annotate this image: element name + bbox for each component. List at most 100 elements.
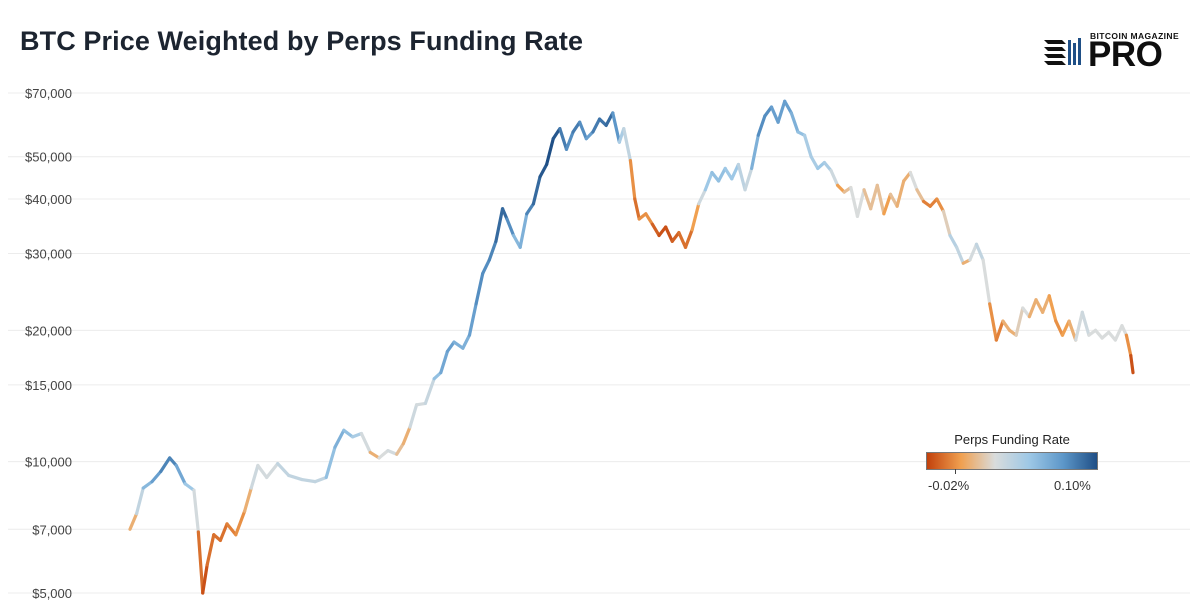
price-segment — [988, 302, 998, 342]
price-segment — [150, 469, 163, 484]
price-segment — [677, 231, 688, 249]
price-segment — [243, 486, 253, 513]
price-segment — [201, 563, 209, 595]
y-tick-label: $70,000 — [25, 86, 72, 101]
price-segment — [564, 130, 575, 151]
price-segment — [395, 442, 405, 456]
y-axis-labels: $5,000 $7,000 $10,000 $15,000 $20,000 $30,000… — [25, 86, 72, 600]
price-segment — [183, 482, 196, 492]
legend-color-bar — [926, 452, 1098, 470]
price-segment — [763, 105, 774, 118]
y-tick-label: $7,000 — [32, 522, 72, 537]
price-segment — [730, 162, 741, 181]
price-segment — [558, 127, 569, 151]
price-segment — [225, 522, 238, 537]
price-segment — [895, 179, 906, 208]
price-segment — [481, 258, 491, 276]
price-segment — [908, 170, 919, 192]
legend-max-label: 0.10% — [1054, 478, 1091, 493]
price-segment — [1027, 298, 1038, 319]
price-segment — [1120, 324, 1128, 337]
price-segment — [538, 162, 549, 179]
price-line — [128, 99, 1135, 595]
price-segment — [955, 245, 965, 265]
price-segment — [578, 120, 588, 141]
price-segment — [300, 477, 317, 484]
price-segment — [168, 456, 178, 468]
price-segment — [862, 188, 873, 211]
price-segment — [265, 461, 280, 480]
price-segment — [855, 188, 866, 218]
price-segment — [1067, 319, 1078, 342]
price-segment — [324, 445, 337, 480]
price-segment — [750, 133, 760, 171]
price-segment — [622, 127, 632, 163]
price-segment — [467, 302, 478, 337]
price-segment — [359, 431, 372, 455]
price-segment — [935, 197, 946, 213]
price-segment — [974, 242, 985, 262]
price-segment — [159, 456, 172, 473]
price-segment — [789, 111, 800, 134]
price-segment — [915, 188, 926, 204]
price-segment — [1014, 306, 1025, 337]
price-segment — [875, 183, 886, 216]
y-tick-label: $40,000 — [25, 192, 72, 207]
price-segment — [628, 158, 637, 201]
price-segment — [333, 428, 346, 449]
price-segment — [141, 480, 154, 490]
price-segment — [452, 340, 465, 350]
price-segment — [1093, 328, 1104, 340]
chart-title: BTC Price Weighted by Perps Funding Rate — [20, 26, 584, 56]
price-segment — [941, 209, 952, 238]
price-segment — [423, 377, 436, 406]
y-tick-label: $20,000 — [25, 323, 72, 338]
legend-tick — [955, 469, 956, 474]
logo-big-text: PRO — [1088, 35, 1163, 74]
price-segment — [869, 183, 879, 211]
price-segment — [1001, 319, 1012, 332]
price-segment — [994, 319, 1005, 342]
price-segment — [776, 99, 787, 124]
price-segment — [736, 162, 747, 192]
price-segment — [174, 463, 187, 486]
price-segment — [287, 473, 304, 482]
price-segment — [368, 450, 381, 460]
price-segment — [723, 166, 734, 181]
price-segment — [1113, 324, 1124, 342]
price-segment — [1034, 298, 1045, 314]
y-tick-label: $5,000 — [32, 586, 72, 600]
price-segment — [1060, 319, 1071, 337]
y-tick-label: $15,000 — [25, 378, 72, 393]
price-segment — [802, 133, 813, 159]
price-segment — [1074, 310, 1084, 342]
price-segment — [703, 170, 714, 192]
price-segment — [525, 202, 536, 216]
price-segment — [205, 533, 216, 567]
legend-min-label: -0.02% — [928, 478, 970, 493]
price-segment — [192, 488, 200, 534]
price-segment — [571, 120, 582, 134]
price-segment — [716, 166, 727, 183]
price-segment — [276, 461, 291, 478]
logo-small-text: BITCOIN MAGAZINE — [1090, 31, 1180, 41]
price-segment — [849, 185, 860, 218]
price-segment — [948, 233, 959, 249]
price-segment — [591, 117, 602, 134]
price-segment — [505, 217, 516, 238]
price-segment — [249, 463, 260, 490]
y-tick-label: $50,000 — [25, 150, 72, 165]
price-segment — [690, 202, 701, 232]
price-segment — [518, 212, 529, 249]
price-segment — [135, 486, 145, 516]
price-segment — [408, 403, 419, 429]
price-segment — [783, 99, 793, 115]
price-segment — [809, 155, 820, 171]
price-segment — [633, 197, 641, 221]
price-segment — [342, 428, 355, 439]
price-segment — [1047, 294, 1058, 323]
price-segment — [664, 225, 674, 243]
y-tick-label: $10,000 — [25, 455, 72, 470]
price-segment — [218, 522, 229, 542]
